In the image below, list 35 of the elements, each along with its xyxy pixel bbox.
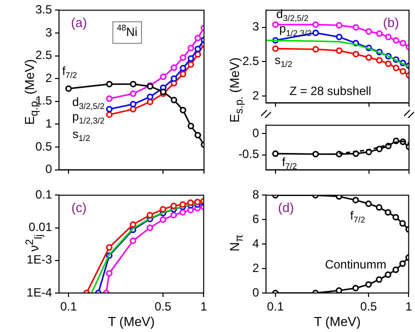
y-tick-label: 3 (45, 25, 52, 40)
x-tick-label: 0.5 (154, 300, 172, 314)
x-tick-label: 1 (200, 300, 208, 314)
chart-title: (a) (71, 14, 87, 30)
x-tick-label: 0.1 (267, 300, 284, 314)
y-tick-label: 8 (252, 188, 260, 202)
y-tick-label: 0.1 (35, 188, 52, 202)
x-tick-label: 0.5 (360, 300, 378, 314)
y-tick-label: 3 (252, 20, 260, 34)
y-tick-label: 2.5 (242, 54, 260, 68)
y-tick-label: -0.5 (238, 147, 260, 162)
y-tick-label: 0 (45, 162, 52, 176)
y-tick-label: 0.01 (28, 220, 52, 234)
chart-title: (c) (71, 200, 87, 215)
x-tick-label: 1 (405, 300, 412, 314)
y-tick-label: 0 (252, 126, 260, 140)
y-tick-label: 1E-3 (26, 252, 52, 267)
y-tick-label: 0 (252, 285, 260, 300)
y-tick-label: 2 (45, 70, 52, 85)
y-tick-label: 0.5 (35, 139, 52, 154)
y-tick-label: 1 (45, 116, 52, 131)
x-axis-title: T (MeV) (108, 314, 155, 329)
y-tick-label: 6 (252, 212, 260, 226)
chart-title: (b) (383, 14, 399, 30)
series-label: Continumm (324, 257, 386, 272)
y-tick-label: 2 (252, 260, 260, 275)
x-tick-label: 0.1 (60, 300, 78, 314)
y-tick-label: 3.5 (35, 2, 52, 17)
chart-title: (d) (278, 200, 294, 215)
x-axis-title: T (MeV) (314, 314, 361, 329)
y-tick-label: 4 (252, 236, 260, 250)
y-tick-label: 1E-4 (26, 285, 52, 300)
y-tick-label: 2 (252, 88, 260, 102)
annotation: Z = 28 subshell (289, 84, 372, 98)
y-tick-label: 2.5 (35, 48, 52, 62)
